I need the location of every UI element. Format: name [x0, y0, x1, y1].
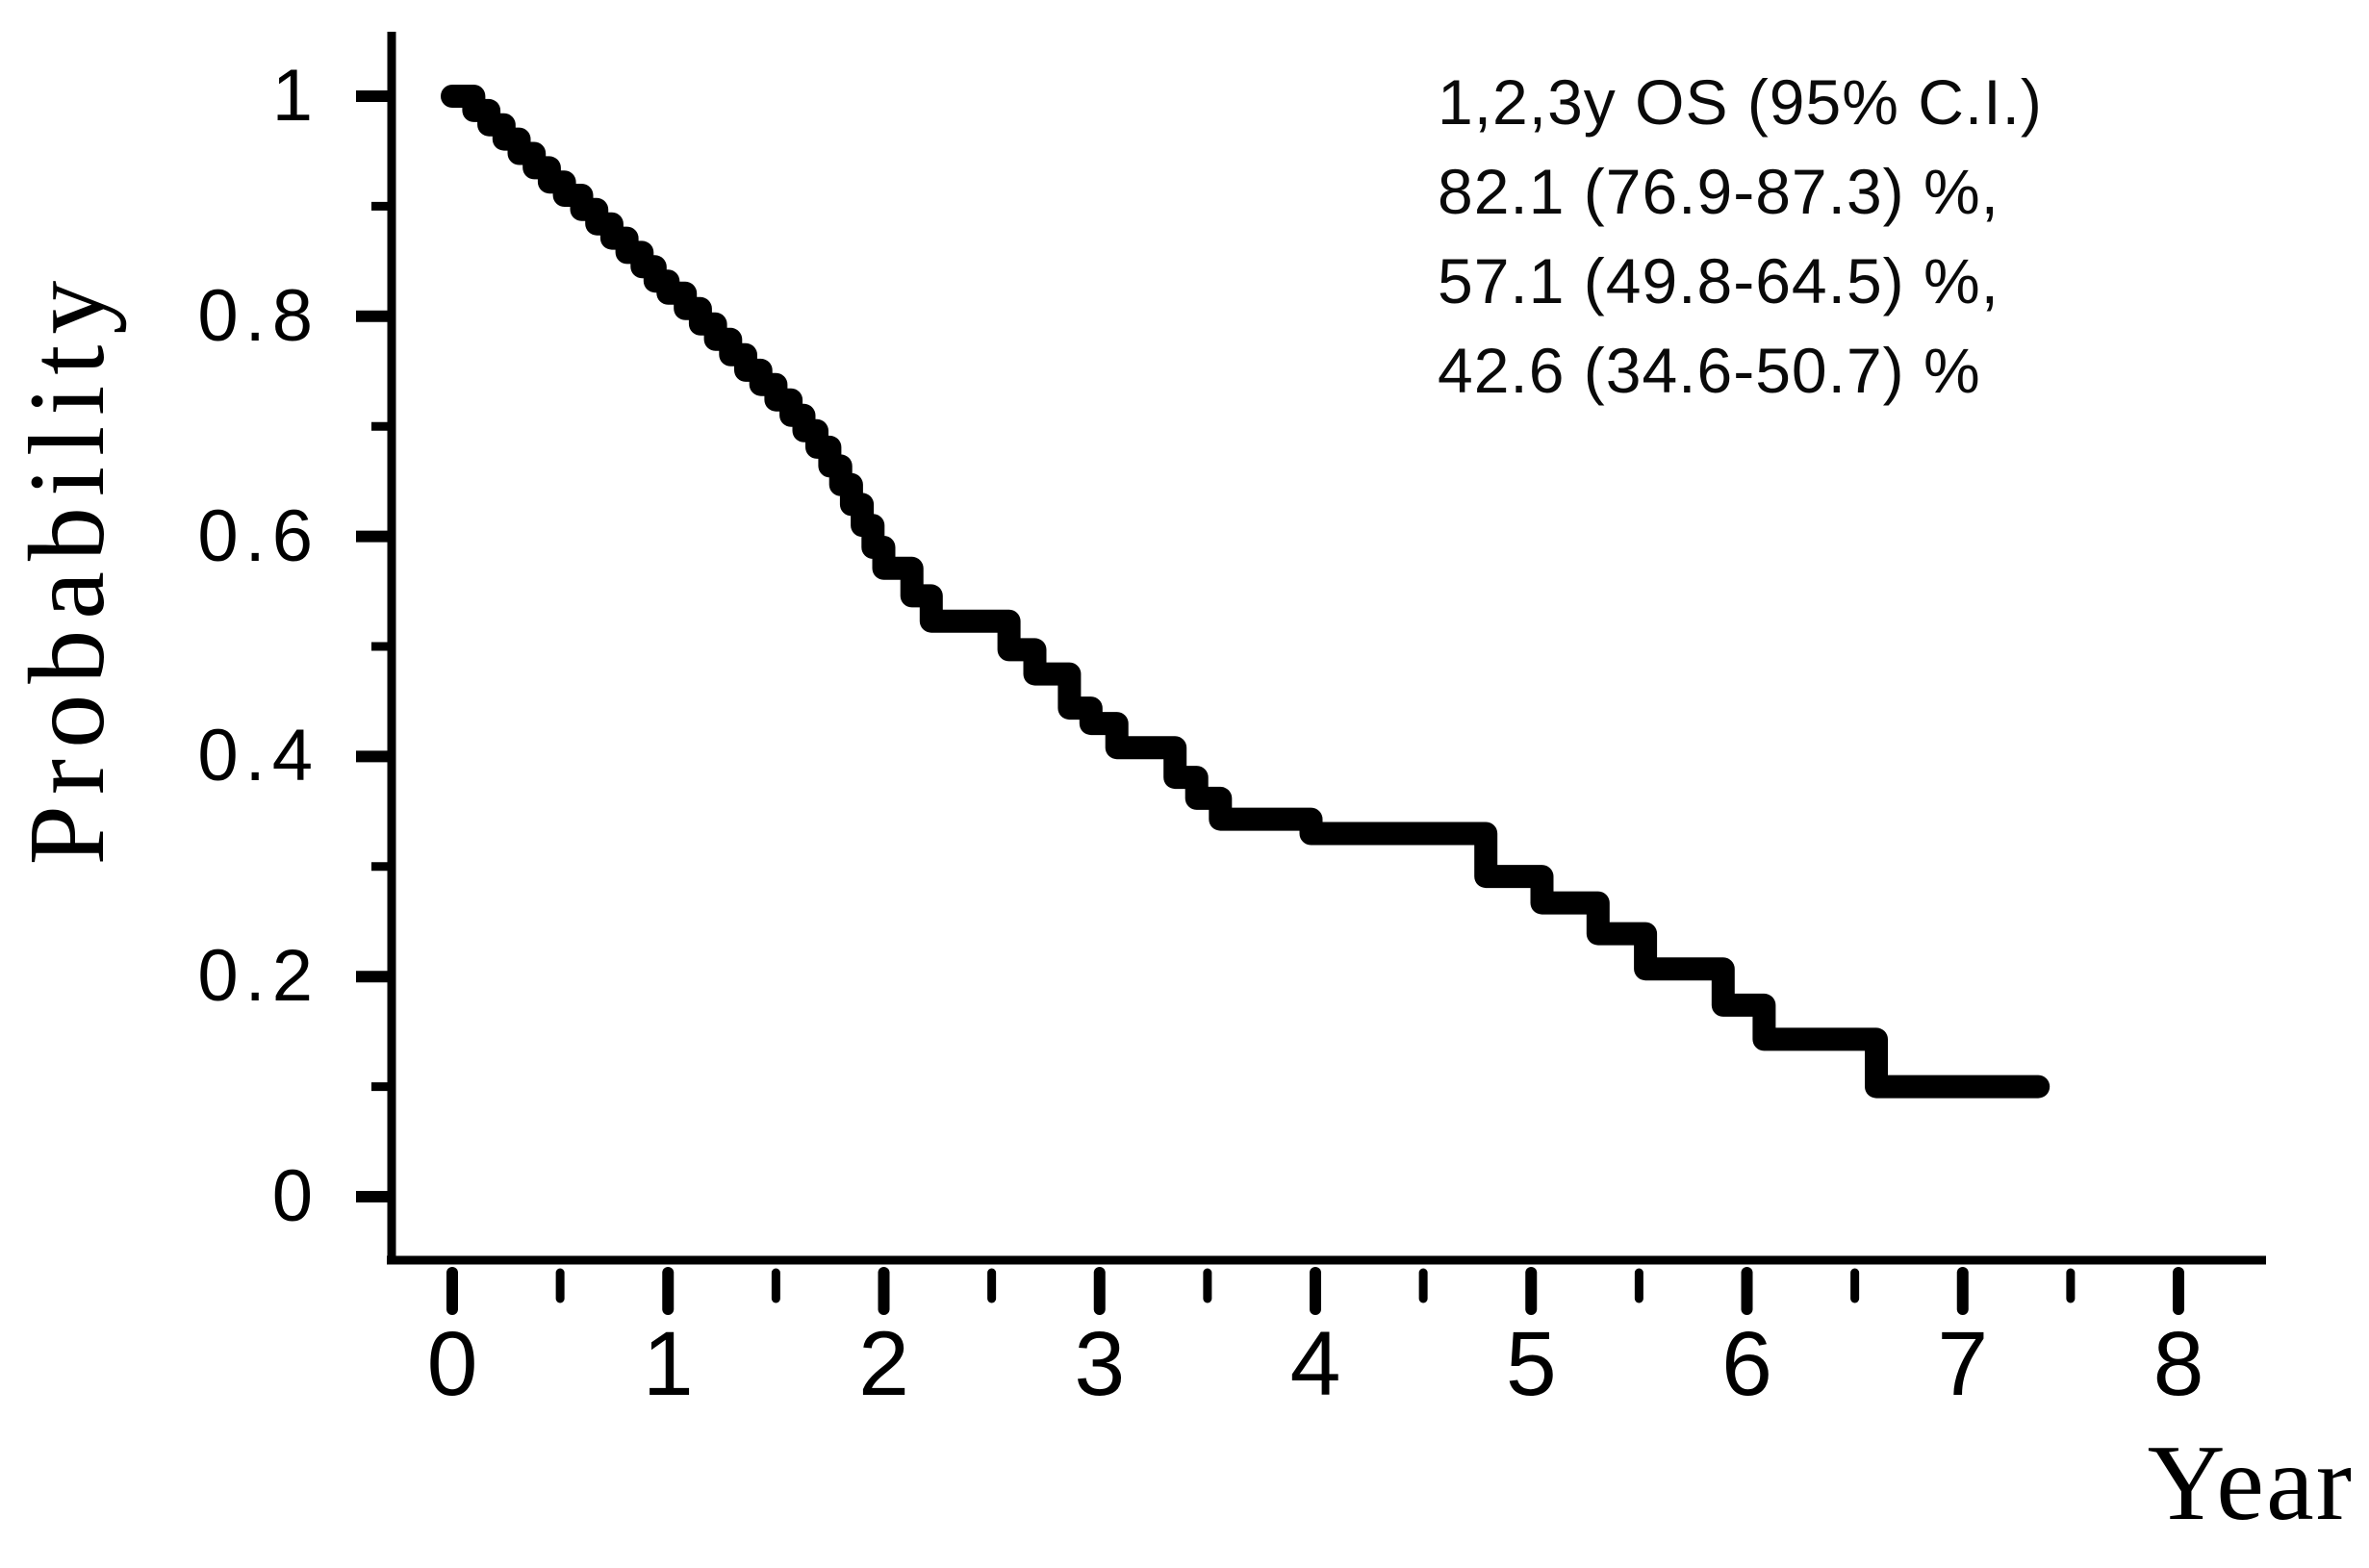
x-tick-label: 7 [1937, 1313, 1989, 1415]
y-tick-label: 1 [271, 55, 319, 137]
x-tick-label: 4 [1289, 1313, 1341, 1415]
km-curve [441, 85, 2051, 1099]
y-tick-label: 0.4 [197, 715, 319, 797]
x-tick-label: 1 [642, 1313, 694, 1415]
y-tick-label: 0 [271, 1155, 319, 1237]
y-tick-label: 0.6 [197, 494, 319, 577]
annotation-line: 57.1 (49.8-64.5) %, [1438, 245, 2000, 316]
x-tick-label: 5 [1505, 1313, 1557, 1415]
y-tick-label: 0.8 [197, 274, 319, 357]
os-annotation: 1,2,3y OS (95% C.I.) 82.1 (76.9-87.3) %, 5… [1438, 58, 2043, 416]
x-axis-title: Year [2147, 1424, 2354, 1543]
annotation-line: 1,2,3y OS (95% C.I.) [1438, 66, 2043, 138]
annotation-line: 42.6 (34.6-50.7) % [1438, 335, 1981, 406]
x-tick-label: 8 [2152, 1313, 2204, 1415]
x-tick-label: 0 [426, 1313, 478, 1415]
annotation-line: 82.1 (76.9-87.3) %, [1438, 156, 2000, 227]
x-tick-label: 2 [858, 1313, 909, 1415]
x-tick-label: 3 [1074, 1313, 1126, 1415]
x-tick-label: 6 [1721, 1313, 1772, 1415]
y-tick-label: 0.2 [197, 935, 319, 1018]
